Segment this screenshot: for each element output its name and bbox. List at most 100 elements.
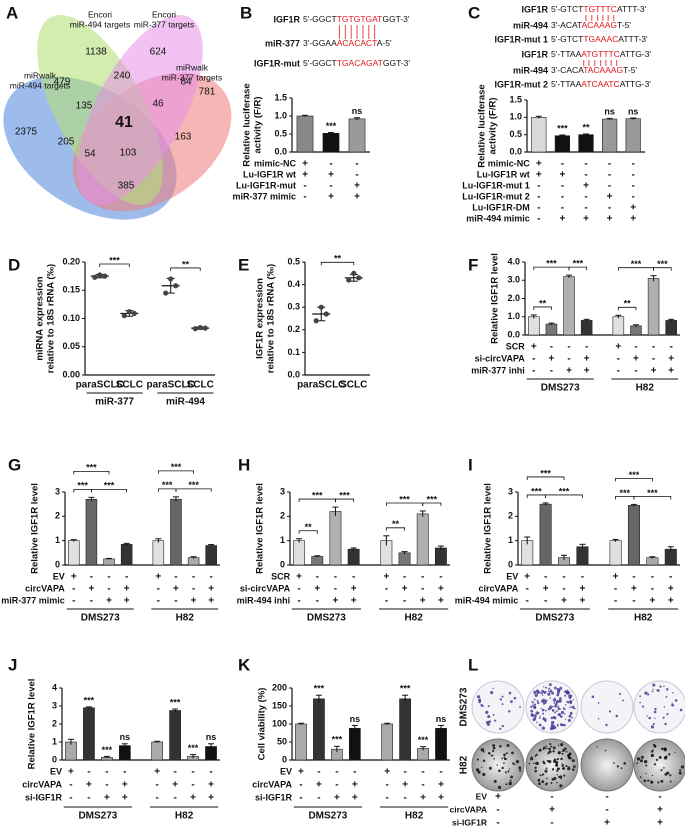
sequence-part: 5'-GTCT: [551, 4, 583, 14]
colony: [560, 777, 562, 780]
condition-label: Lu-IGF1R-mut 1: [462, 180, 530, 190]
significance-bracket: [653, 267, 672, 271]
colony: [558, 752, 561, 755]
condition-mark: +: [106, 596, 112, 607]
condition-mark: +: [536, 159, 542, 170]
bar: [295, 723, 307, 761]
colony: [512, 762, 515, 765]
condition-label: circVAPA: [25, 583, 65, 593]
condition-mark: +: [208, 780, 214, 791]
colony: [556, 769, 559, 772]
condition-mark: -: [105, 767, 108, 778]
bar: [528, 316, 540, 336]
sequence-part: 5'-TTAA: [551, 49, 582, 59]
colony: [652, 683, 656, 687]
colony: [542, 712, 545, 715]
colony: [509, 768, 511, 770]
bar: [151, 741, 164, 761]
condition-mark: -: [191, 767, 194, 778]
colony: [604, 749, 607, 752]
colony: [569, 702, 572, 705]
bar: [85, 498, 98, 566]
x-tick-label: SCLC: [187, 380, 214, 391]
group-label: DMS273: [541, 383, 580, 394]
colony: [559, 697, 562, 700]
condition-label: miR-494 inhi: [237, 595, 291, 605]
colony: [544, 720, 547, 723]
bar: [580, 320, 593, 336]
condition-mark: +: [334, 793, 340, 804]
colony: [564, 718, 567, 720]
condition-mark: +: [438, 780, 444, 791]
y-tick-label: 0.4: [287, 279, 300, 289]
data-point: [313, 318, 319, 324]
colony: [555, 764, 558, 767]
condition-label: circVAPA: [450, 804, 487, 814]
colony: [639, 776, 642, 779]
data-point: [97, 272, 103, 278]
panel-label: H: [238, 455, 250, 474]
condition-mark: +: [302, 159, 308, 170]
colony: [494, 719, 497, 722]
condition-mark: +: [316, 780, 322, 791]
condition-mark: -: [632, 192, 635, 203]
condition-label: miR-494 mimic: [466, 213, 530, 223]
sequence-part: 3'-ACAT: [551, 20, 582, 30]
colony: [564, 694, 567, 697]
data-point: [92, 274, 98, 280]
condition-mark: -: [421, 572, 424, 583]
colony: [508, 710, 511, 713]
colony: [548, 759, 552, 764]
sequence: 5'-TTAAATGTTTCATTG-3': [551, 49, 651, 59]
colony: [534, 766, 537, 769]
colony: [567, 766, 571, 771]
condition-mark: -: [317, 767, 320, 778]
condition-mark: +: [420, 596, 426, 607]
colony: [496, 764, 498, 766]
condition-mark: +: [630, 203, 636, 214]
group-label: H82: [404, 613, 423, 624]
condition-mark: +: [296, 572, 302, 583]
colony: [501, 695, 504, 698]
panel-label: F: [468, 255, 478, 274]
y-tick-label: 0.0: [274, 146, 287, 156]
condition-mark: -: [585, 342, 588, 353]
chart-panel: E 0.0 0.1 0.2 0.3 0.4 0.5 IGF1R expression relat…: [238, 254, 370, 391]
venn-count: 163: [175, 132, 192, 143]
colony: [660, 769, 663, 772]
condition-mark: -: [90, 596, 93, 607]
condition-label: EV: [50, 766, 62, 776]
condition-mark: -: [669, 572, 672, 583]
condition-mark: +: [524, 572, 530, 583]
condition-mark: -: [634, 366, 637, 377]
colony: [550, 720, 555, 725]
group-label: H82: [636, 383, 655, 394]
y-tick-label: 0: [282, 754, 287, 764]
bar: [311, 556, 324, 566]
sequence: 3'-ACATACAAAGT-5': [551, 20, 631, 30]
colony: [507, 770, 510, 773]
condition-mark: -: [157, 584, 160, 595]
cell-line-label: DMS273: [459, 687, 470, 726]
colony: [518, 766, 522, 770]
colony: [568, 752, 572, 756]
condition-mark: +: [402, 780, 408, 791]
condition-mark: +: [71, 572, 77, 583]
condition-mark: +: [668, 596, 674, 607]
condition-label: SCR: [506, 341, 526, 351]
colony: [558, 700, 561, 703]
colony: [535, 761, 539, 766]
sequence: 5'-GTCTTGAAACATTT-3': [551, 34, 648, 44]
venn-count: 1138: [85, 47, 107, 58]
sequence-part: 3'-CACA: [551, 65, 584, 75]
significance-label: ns: [350, 714, 361, 724]
condition-mark: -: [403, 767, 406, 778]
venn-count: 103: [120, 148, 137, 159]
y-tick-label: 1: [280, 535, 285, 545]
colony: [537, 701, 540, 705]
condition-mark: -: [87, 793, 90, 804]
chart-panel: I 0 1 2 3 Relative IGF1R level *** *** *** *** ***…: [455, 455, 680, 624]
condition-mark: -: [532, 354, 535, 365]
condition-mark: +: [104, 793, 110, 804]
